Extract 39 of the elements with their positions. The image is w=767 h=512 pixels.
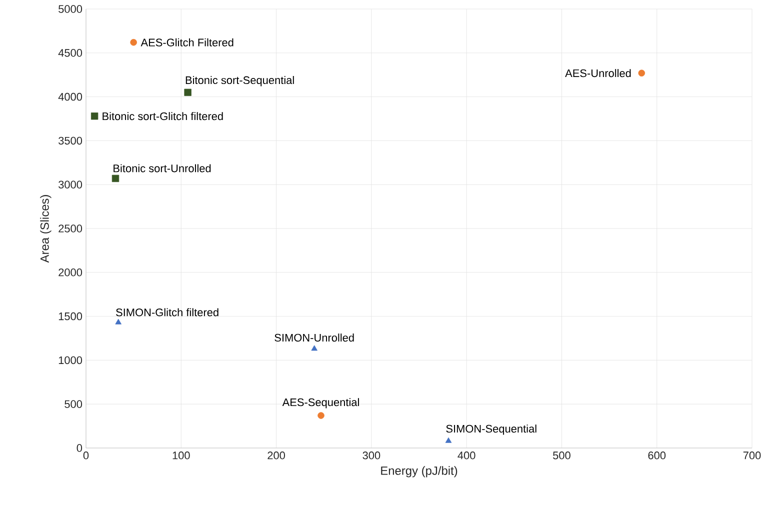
y-tick-label: 2500 xyxy=(58,224,82,232)
annotation: AES-Glitch Filtered xyxy=(140,38,234,46)
point xyxy=(318,412,324,419)
x-tick-label: 500 xyxy=(553,452,570,460)
annotation: AES-Unrolled xyxy=(565,69,631,78)
y-tick-label: 2000 xyxy=(58,268,82,276)
x-tick-label: 400 xyxy=(458,452,476,460)
annotation: SIMON-Unrolled xyxy=(274,334,354,342)
annotation: Bitonic sort-Sequential xyxy=(186,76,294,86)
point xyxy=(311,345,318,351)
point xyxy=(130,38,137,46)
x-axis-title: Energy (pJ/bit) xyxy=(381,466,458,478)
point xyxy=(90,112,98,120)
x-tick-label: 700 xyxy=(743,452,761,460)
y-tick-label: 3500 xyxy=(58,136,82,145)
annotation: Bitonic sort-Unrolled xyxy=(114,164,211,172)
x-tick-label: 200 xyxy=(268,452,285,460)
point xyxy=(184,88,192,96)
x-tick-label: 600 xyxy=(648,452,666,460)
annotation: AES-Sequential xyxy=(282,398,359,408)
y-axis-title: Area (Slices) xyxy=(40,195,52,263)
point xyxy=(112,174,120,182)
y-tick-label: 4000 xyxy=(58,92,82,101)
annotation: SIMON-Sequential xyxy=(446,424,536,435)
point xyxy=(115,318,122,324)
y-tick-label: 0 xyxy=(76,444,82,452)
y-tick-label: 4500 xyxy=(58,49,82,57)
x-tick-label: 300 xyxy=(362,452,380,460)
x-tick-label: 0 xyxy=(83,452,89,460)
y-tick-label: 3000 xyxy=(58,180,82,188)
point xyxy=(445,437,452,443)
annotation: Bitonic sort-Glitch filtered xyxy=(102,112,223,120)
y-tick-label: 5000 xyxy=(58,5,82,13)
y-tick-label: 500 xyxy=(64,400,82,408)
point xyxy=(638,70,646,76)
y-tick-label: 1000 xyxy=(58,356,82,364)
annotation: SIMON-Glitch filtered xyxy=(116,308,218,316)
y-tick-label: 1500 xyxy=(58,312,82,320)
x-tick-label: 100 xyxy=(172,452,190,460)
